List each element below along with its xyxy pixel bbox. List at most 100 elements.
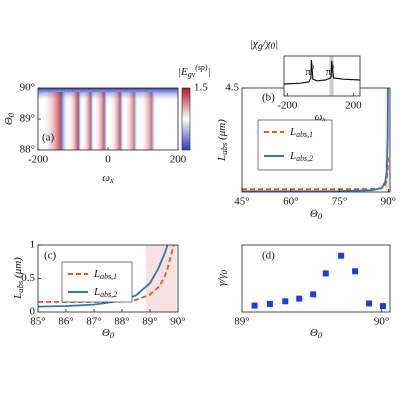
colorbar-label-part: (sp) <box>195 63 208 72</box>
x-tick-label: 85° <box>30 316 45 328</box>
y-tick-label: 1 <box>30 239 36 251</box>
panel-label: (c) <box>44 250 57 262</box>
legend-label-part: L <box>93 268 100 280</box>
y-axis-label-part: (μm) <box>216 119 228 143</box>
x-axis-label: Θ0 <box>102 327 115 340</box>
legend-label: Labs,2 <box>289 150 313 163</box>
y-axis-label: Labs (μm) <box>12 257 25 300</box>
colorbar-label-part: | <box>208 66 211 78</box>
legend-label-part: abs,1 <box>100 272 117 281</box>
legend-label-part: L <box>93 286 100 298</box>
panel-label: (d) <box>262 250 275 262</box>
y-tick-label: 90° <box>20 82 35 94</box>
x-axis-label: ωx <box>102 172 114 185</box>
x-tick-label: 90° <box>170 316 185 328</box>
peak-annotation-part: 0 <box>311 64 314 71</box>
y-axis-label-part: 0 <box>6 112 16 117</box>
x-tick-label: 60° <box>283 196 298 208</box>
inset-title-part: | <box>275 38 278 50</box>
y-tick-label: 0.5 <box>21 272 35 284</box>
inset-x-label: ωx <box>315 111 326 124</box>
x-axis-label-part: Θ <box>310 208 318 220</box>
data-line <box>37 244 169 308</box>
x-axis-label-part: 0 <box>318 330 323 340</box>
data-point <box>352 268 359 275</box>
shaded-region <box>145 245 177 312</box>
x-tick-label: -200 <box>277 100 298 112</box>
x-tick-label: 90° <box>381 196 396 208</box>
inset-line <box>283 59 361 85</box>
legend-label-part: L <box>289 126 296 138</box>
inset-title: |χg/χ0| <box>250 38 278 53</box>
peak-annotation-part: π <box>305 66 311 78</box>
x-tick-label: 88° <box>114 316 129 328</box>
colorbar-label: |Egv(sp)| <box>178 63 211 79</box>
y-axis-label: γ/γ0 <box>216 269 229 286</box>
x-tick-label: 90° <box>374 316 389 328</box>
x-tick-label: 200 <box>345 100 362 112</box>
peak-annotation: π0 <box>326 64 335 77</box>
data-line <box>242 87 389 193</box>
x-axis-label-part: x <box>109 175 114 185</box>
x-axis-label-part: 0 <box>110 330 115 340</box>
legend-label-part: abs,2 <box>100 290 117 299</box>
y-axis-label-part: L <box>12 293 24 300</box>
inset-title-part: 0 <box>270 42 275 52</box>
colorbar-label-part: |E <box>178 66 188 78</box>
peak-annotation-part: π <box>326 66 332 78</box>
data-point <box>310 291 317 298</box>
y-axis-label-part: abs <box>219 142 229 155</box>
data-point <box>380 303 387 310</box>
y-axis-label-part: abs <box>15 280 25 293</box>
x-tick-label: -200 <box>28 154 49 166</box>
x-tick-label: 87° <box>86 316 101 328</box>
panel-label: (a) <box>42 132 55 144</box>
y-tick-label: 0 <box>30 306 36 318</box>
y-axis-label-part: L <box>216 155 228 162</box>
x-tick-label: 89° <box>234 316 249 328</box>
x-tick-label: 200 <box>170 154 187 166</box>
legend-label: Labs,1 <box>289 126 313 139</box>
x-axis-label-part: 0 <box>318 211 323 221</box>
x-axis-label-part: Θ <box>310 327 318 339</box>
data-point <box>338 252 345 259</box>
colorbar-tick-label: 1.5 <box>194 82 208 94</box>
x-tick-label: 45° <box>234 196 249 208</box>
inset-title-part: /χ <box>262 38 272 50</box>
x-axis-label: Θ0 <box>310 327 323 340</box>
legend-label: Labs,2 <box>93 286 117 299</box>
inset-frame <box>283 55 361 97</box>
y-tick-label: 4.5 <box>225 82 239 94</box>
inset-bg <box>284 56 360 96</box>
legend-label: Labs,1 <box>93 268 117 281</box>
x-tick-label: 0 <box>105 154 111 166</box>
data-point <box>266 300 273 307</box>
data-point <box>322 270 329 277</box>
legend-box <box>257 119 333 171</box>
inset-x-label-part: x <box>321 116 325 123</box>
legend-box <box>61 261 133 303</box>
peak-annotation: π0 <box>305 64 314 77</box>
inset-x-label-part: ω <box>315 111 323 123</box>
inset-title-part: |χ <box>250 38 259 50</box>
colorbar-label-part: gv <box>188 70 196 79</box>
data-point <box>296 295 303 302</box>
inset-title-part: g <box>258 42 263 52</box>
panel-label: (b) <box>262 92 275 104</box>
data-point <box>251 302 258 309</box>
y-axis-label-part: (μm) <box>12 257 24 281</box>
x-axis-label-part: Θ <box>102 327 110 339</box>
data-point <box>366 300 373 307</box>
y-axis-label: Θ0 <box>3 112 16 125</box>
x-tick-label: 75° <box>332 196 347 208</box>
legend-label-part: abs,1 <box>296 130 313 139</box>
y-tick-label: 89° <box>20 113 35 125</box>
legend-label-part: L <box>289 150 296 162</box>
x-axis-label: Θ0 <box>310 208 323 221</box>
x-tick-label: 89° <box>142 316 157 328</box>
x-tick-label: 86° <box>58 316 73 328</box>
y-tick-label: 88° <box>20 144 35 156</box>
y-axis-label-part: Θ <box>3 117 15 125</box>
data-point <box>282 298 289 305</box>
